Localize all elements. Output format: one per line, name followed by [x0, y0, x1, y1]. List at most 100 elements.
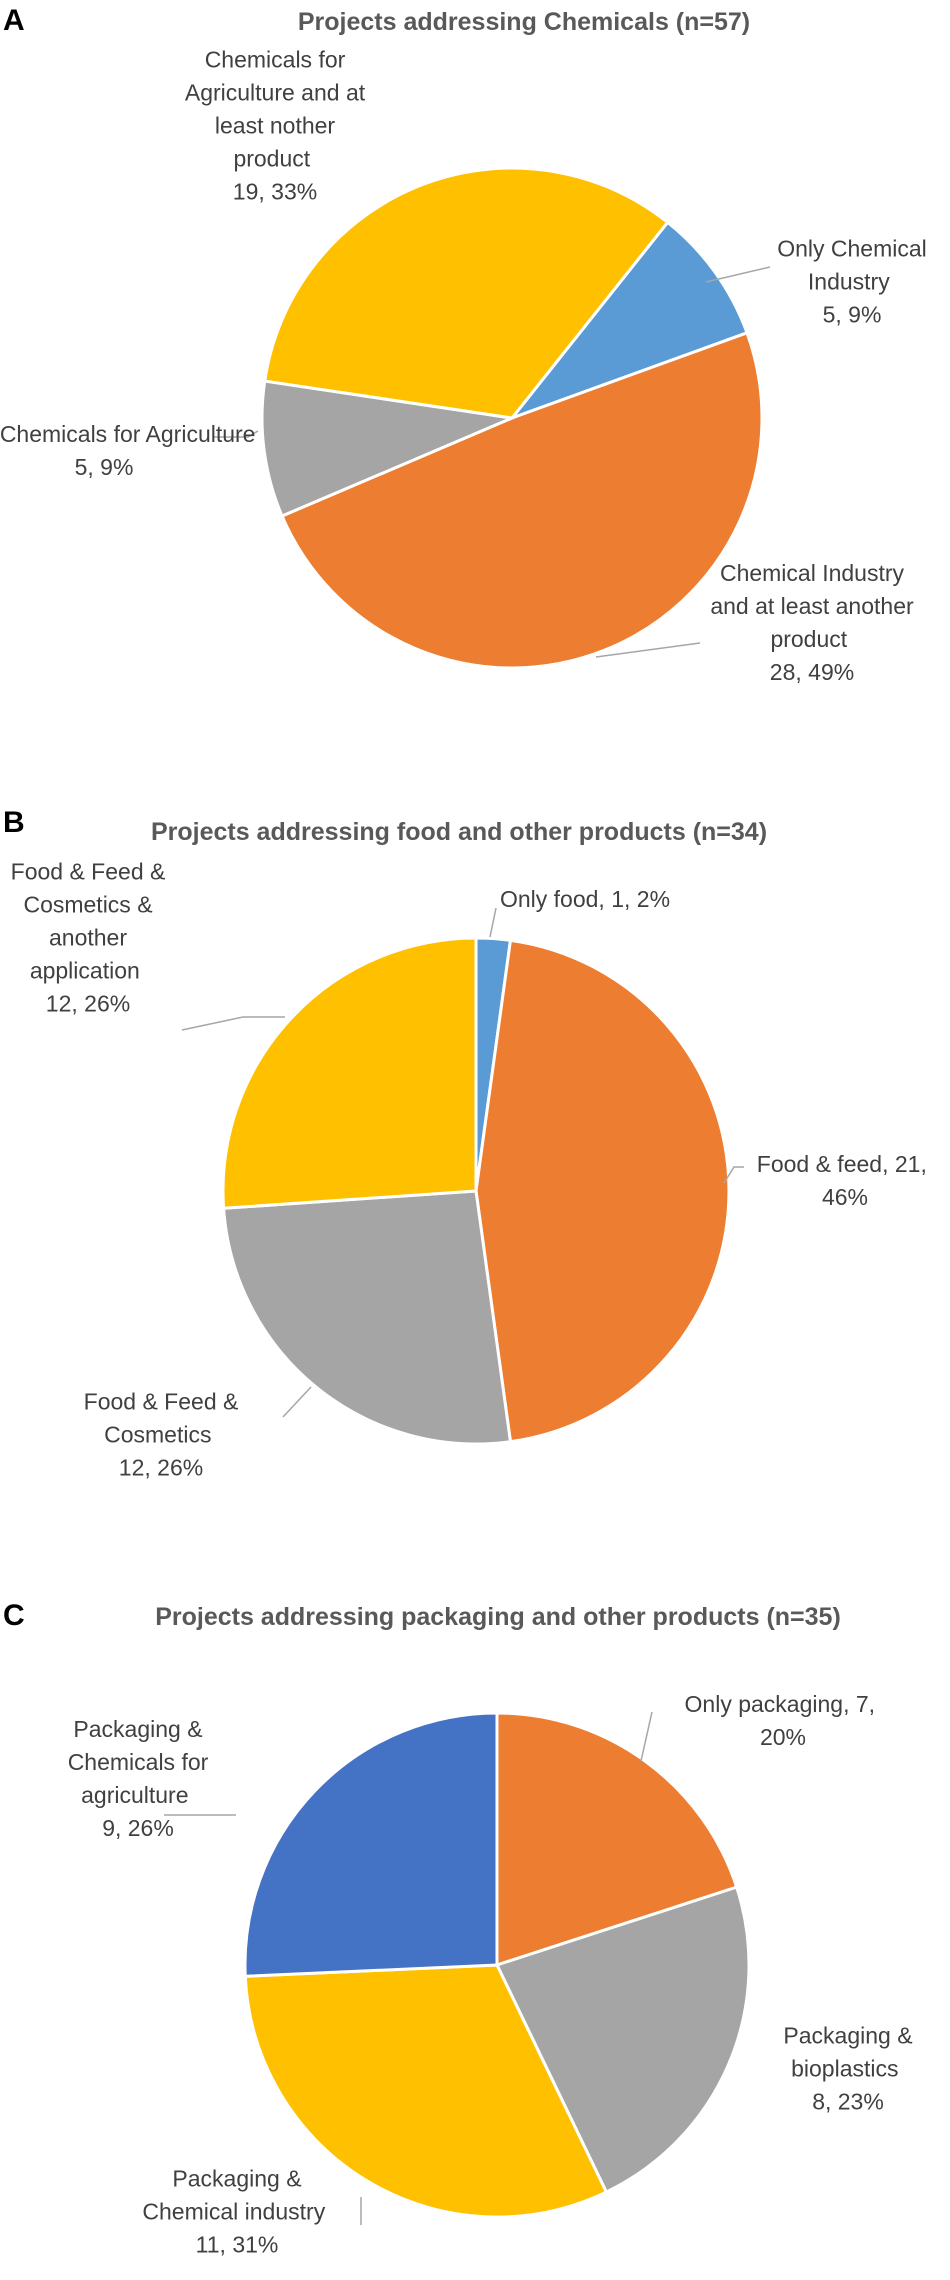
leader-lines-b [181, 907, 744, 1418]
slice-label: Food & Feed & Cosmetics & another applicati… [11, 859, 166, 1017]
leader-line [213, 430, 259, 438]
pie-slice-3 [243, 1963, 609, 2219]
slice-label: Only food, 1, 2% [500, 886, 670, 912]
slice-count: 7 [856, 1691, 869, 1717]
slice-label-name: Only Chemicals for Agriculture [0, 421, 255, 447]
pie-slice-2 [474, 938, 731, 1444]
slice-count: 21 [895, 1151, 921, 1177]
slice-label: Packaging & Chemicals for agriculture 9, 2… [68, 1716, 209, 1841]
slice-label-name: Only food [500, 886, 598, 912]
pie-a [260, 166, 764, 670]
slice-label: Chemicals for Agriculture and at least not… [185, 47, 366, 205]
leader-line [282, 1386, 312, 1418]
slice-label: Only Chemical Industry 5, 9% [777, 236, 927, 328]
slice-label-name: Food & Feed & Cosmetics & another applicati… [11, 859, 166, 984]
slice-count: 8 [812, 2089, 825, 2115]
panel-a: A Projects addressing Chemicals (n=57) O… [0, 4, 927, 685]
pie-slice-1 [495, 1711, 739, 1968]
leader-line [595, 642, 701, 658]
chart-title-b: Projects addressing food and other produ… [151, 818, 767, 846]
slice-label: Only Chemicals for Agriculture 5, 9% [0, 421, 262, 480]
pie-slice-3 [260, 379, 518, 518]
pie-slice-2 [280, 330, 764, 670]
slice-label-line: Chemical Industry [720, 560, 905, 586]
slice-label-values: 11, 31% [196, 2232, 279, 2258]
slice-label-values: 12, 26% [46, 991, 130, 1017]
slice-label-line: Food & Feed & [84, 1389, 239, 1415]
leader-line [723, 1166, 744, 1184]
slice-percent: 20% [760, 1724, 806, 1750]
slice-percent: 2% [637, 886, 670, 912]
slice-percent: 23% [838, 2089, 884, 2115]
slice-label-values: 8, 23% [812, 2089, 884, 2115]
slice-percent: 31% [232, 2232, 278, 2258]
slice-label-values: 5, 9% [75, 454, 134, 480]
pie-b [221, 936, 731, 1446]
leader-line [640, 1711, 653, 1762]
slice-count: 1 [611, 886, 624, 912]
pie-slice-4 [243, 1711, 499, 1978]
panel-letter-b: B [3, 806, 25, 839]
panel-c: C Projects addressing packaging and othe… [3, 1599, 913, 2258]
slice-label-line: agriculture [81, 1782, 188, 1808]
slice-label-name: Food & feed [757, 1151, 882, 1177]
slice-label-values: 19, 33% [233, 179, 317, 205]
chart-title-a: Projects addressing Chemicals (n=57) [298, 8, 750, 36]
pie-c [243, 1711, 751, 2219]
slice-count: 19 [233, 179, 259, 205]
slice-label-name: Chemical Industry and at least another pro… [710, 560, 914, 652]
slice-label-name: Only packaging [685, 1691, 844, 1717]
slice-label-line: product [770, 626, 853, 652]
panel-letter-c: C [3, 1599, 25, 1632]
slice-label-line: Cosmetics & [23, 892, 152, 918]
slice-percent: 9% [100, 454, 133, 480]
slice-label-name: Chemicals for Agriculture and at least not… [185, 47, 366, 172]
leader-line [181, 1016, 285, 1031]
slice-percent: 26% [157, 1455, 203, 1481]
slice-label-line: Only Chemical [777, 236, 927, 262]
slice-label: Chemical Industry and at least another pro… [710, 560, 914, 685]
panel-b: B Projects addressing food and other pro… [3, 806, 933, 1481]
slice-label-name: Food & Feed & Cosmetics [84, 1389, 239, 1448]
slice-percent: 9% [848, 302, 881, 328]
slice-percent: 26% [128, 1815, 174, 1841]
slice-label-line: Chemical industry [142, 2199, 325, 2225]
slice-percent: 49% [808, 659, 854, 685]
slice-label-line: another [49, 925, 127, 951]
slice-label-line: bioplastics [791, 2056, 898, 2082]
slice-label: Packaging & Chemical industry 11, 31% [142, 2166, 331, 2258]
leader-line [489, 907, 497, 938]
slice-count: 28 [770, 659, 796, 685]
pie-slice-3 [221, 1189, 513, 1446]
slice-count: 12 [46, 991, 72, 1017]
slice-percent: 26% [84, 991, 130, 1017]
chart-title-c: Projects addressing packaging and other … [155, 1603, 841, 1631]
slice-percent: 33% [271, 179, 317, 205]
slice-label-line: Agriculture and at [185, 80, 366, 106]
slice-count: 11 [196, 2232, 220, 2258]
leader-lines-c [164, 1711, 653, 2225]
slice-label-line: Chemicals for [68, 1749, 209, 1775]
slice-count: 9 [102, 1815, 115, 1841]
slice-label-line: Food & Feed & [11, 859, 166, 885]
slice-percent: 46% [822, 1184, 868, 1210]
slice-label-line: Packaging & [73, 1716, 202, 1742]
slice-label-line: Packaging & [783, 2023, 912, 2049]
slice-label: Food & Feed & Cosmetics 12, 26% [84, 1389, 239, 1481]
slice-count: 12 [119, 1455, 145, 1481]
slice-label-line: and at least another [710, 593, 914, 619]
pie-slice-2 [494, 1885, 751, 2195]
slice-label-line: Chemicals for [205, 47, 346, 73]
slice-count: 5 [75, 454, 88, 480]
leader-line [705, 266, 771, 283]
slice-label-name: Packaging & Chemical industry [142, 2166, 325, 2225]
slice-label-values: Food & feed, 21, [757, 1151, 927, 1177]
slice-count: 5 [823, 302, 836, 328]
slice-label-values: 5, 9% [823, 302, 882, 328]
pie-slice-4 [221, 936, 478, 1210]
slice-label: Food & feed, 21, 46% [757, 1151, 933, 1210]
slice-label: Only packaging, 7, 20% [685, 1691, 882, 1750]
slice-label-values: Only packaging, 7, [685, 1691, 876, 1717]
slice-label-line: application [30, 958, 140, 984]
